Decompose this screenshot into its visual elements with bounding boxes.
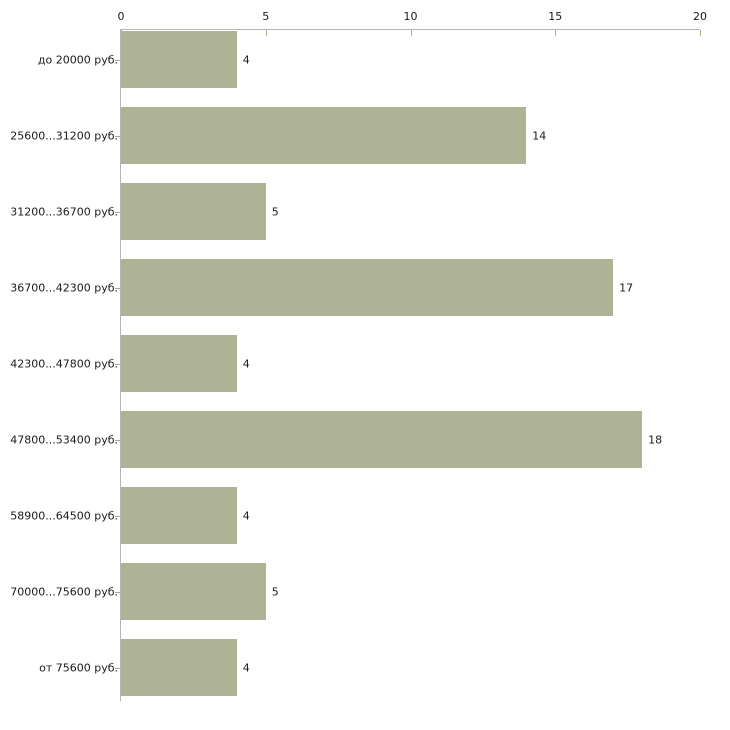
y-tick-mark xyxy=(115,60,120,61)
bar-value-label: 4 xyxy=(242,53,250,66)
bar xyxy=(121,639,237,696)
bar-value-label: 4 xyxy=(242,661,250,674)
y-tick-mark xyxy=(115,364,120,365)
category-label: 47800...53400 руб. xyxy=(10,433,118,446)
bar xyxy=(121,487,237,544)
x-tick-label: 10 xyxy=(403,10,418,23)
x-tick-label: 0 xyxy=(117,10,125,23)
x-tick-mark xyxy=(410,30,412,36)
category-label: 25600...31200 руб. xyxy=(10,129,118,142)
bar-value-label: 18 xyxy=(648,433,663,446)
bar xyxy=(121,411,643,468)
bar xyxy=(121,259,614,316)
x-tick-label: 20 xyxy=(693,10,707,23)
category-label: 36700...42300 руб. xyxy=(10,281,118,294)
y-tick-mark xyxy=(115,440,120,441)
bar xyxy=(121,335,237,392)
x-tick-mark xyxy=(700,30,701,36)
bar xyxy=(121,31,237,88)
y-tick-mark xyxy=(115,516,120,517)
category-label: 70000...75600 руб. xyxy=(10,585,118,598)
category-label: 42300...47800 руб. xyxy=(10,357,118,370)
x-tick-mark xyxy=(265,30,267,36)
x-tick-label: 15 xyxy=(548,10,563,23)
category-label: 58900...64500 руб. xyxy=(10,509,118,522)
bar-value-label: 14 xyxy=(532,129,547,142)
x-axis-line xyxy=(121,29,700,30)
bar-value-label: 5 xyxy=(271,205,279,218)
y-tick-mark xyxy=(115,668,120,669)
y-axis-line xyxy=(120,29,121,701)
category-label: до 20000 руб. xyxy=(37,53,118,66)
y-tick-mark xyxy=(115,592,120,593)
bar xyxy=(121,563,266,620)
bar-value-label: 4 xyxy=(242,509,250,522)
category-label: 31200...36700 руб. xyxy=(10,205,118,218)
x-tick-label: 5 xyxy=(262,10,270,23)
bar xyxy=(121,183,266,240)
y-tick-mark xyxy=(115,212,120,213)
bar-value-label: 5 xyxy=(271,585,279,598)
y-tick-mark xyxy=(115,136,120,137)
category-label: от 75600 руб. xyxy=(39,661,118,674)
bar xyxy=(121,107,527,164)
y-tick-mark xyxy=(115,288,120,289)
bar-value-label: 17 xyxy=(619,281,634,294)
x-tick-mark xyxy=(555,30,557,36)
bar-value-label: 4 xyxy=(242,357,250,370)
